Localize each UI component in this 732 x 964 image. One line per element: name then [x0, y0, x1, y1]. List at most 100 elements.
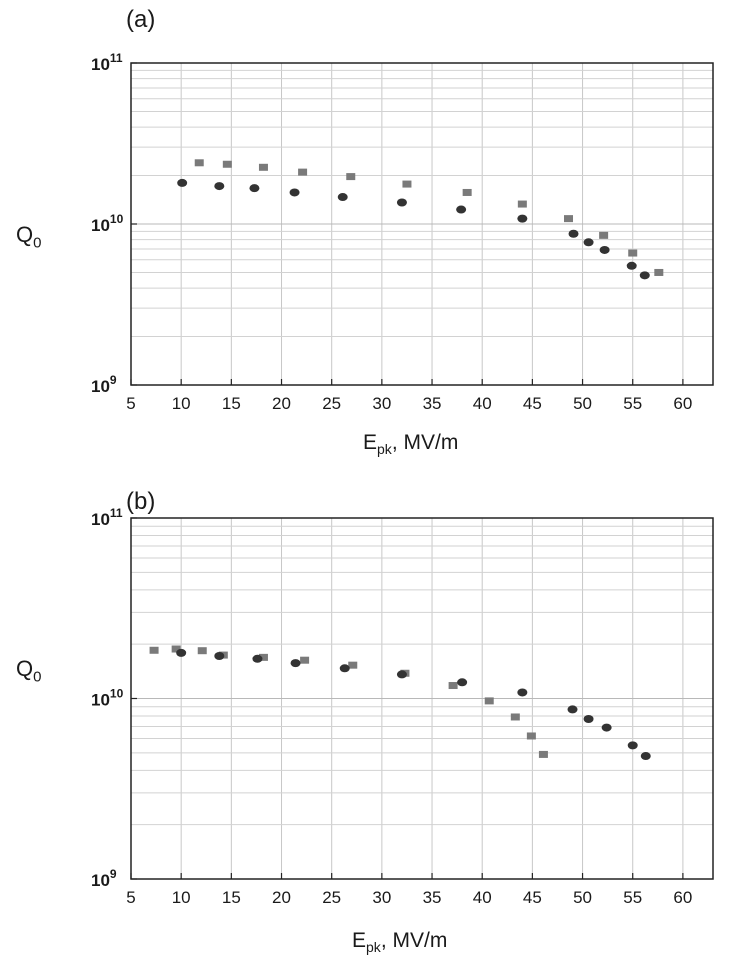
x-tick-label: 30 — [372, 888, 391, 907]
x-axis-label: Epk, MV/m — [363, 431, 458, 457]
plot-area: 5 10 15 20 25 30 35 40 45 50 55 60 109 1010 1011 — [91, 51, 714, 413]
data-point-square — [564, 215, 574, 223]
grid — [130, 518, 713, 879]
data-point-square — [510, 713, 520, 721]
x-tick-label: 5 — [126, 888, 135, 907]
x-tick-label: 10 — [172, 394, 191, 413]
data-point-circle — [289, 188, 300, 197]
data-point-circle — [396, 670, 407, 679]
x-tick-label: 40 — [473, 888, 492, 907]
x-tick-label: 55 — [623, 394, 642, 413]
x-tick-label: 45 — [523, 394, 542, 413]
chart-panel-b: (b) Q0 Epk, MV/m 5 10 15 20 25 30 35 40 45 50 55 60… — [0, 482, 732, 964]
x-tick-label: 40 — [473, 394, 492, 413]
x-tick-label: 50 — [573, 888, 592, 907]
x-tick-label: 25 — [322, 394, 341, 413]
data-point-circle — [290, 659, 301, 668]
data-point-square — [448, 682, 458, 690]
data-point-circle — [639, 271, 650, 280]
y-tick-label: 109 — [91, 867, 117, 890]
data-point-square — [654, 268, 664, 276]
x-axis-label-sub: pk — [366, 939, 381, 956]
data-point-circle — [249, 184, 260, 193]
x-tick-label: 55 — [623, 888, 642, 907]
data-point-circle — [214, 651, 225, 660]
data-point-circle — [567, 705, 578, 714]
x-tick-label: 20 — [272, 888, 291, 907]
data-point-circle — [601, 723, 612, 732]
data-point-circle — [396, 198, 407, 207]
data-point-circle — [627, 741, 638, 750]
y-tick-label: 109 — [91, 373, 117, 396]
series-circle — [177, 178, 650, 280]
series-circle — [176, 648, 651, 761]
y-axis-label: Q0 — [16, 222, 41, 251]
x-axis-label-suffix: , MV/m — [380, 929, 448, 952]
panel-label: (a) — [126, 6, 156, 33]
y-tick-label: 1011 — [91, 506, 123, 529]
data-point-circle — [517, 688, 528, 697]
series-square — [149, 645, 548, 758]
chart-panel-a: (a) Q0 Epk, MV/m 5 10 15 20 25 30 35 40 45 50 55 60… — [16, 6, 714, 457]
data-point-circle — [177, 178, 188, 187]
y-axis-label-sub: 0 — [33, 234, 42, 252]
x-axis-label-suffix: , MV/m — [391, 431, 459, 454]
x-tick-label: 50 — [573, 394, 592, 413]
x-tick-label: 25 — [322, 888, 341, 907]
x-tick-label: 35 — [423, 888, 442, 907]
data-point-circle — [252, 654, 263, 663]
data-point-circle — [456, 205, 467, 214]
data-point-square — [599, 231, 609, 239]
data-point-square — [149, 646, 159, 654]
data-point-square — [484, 697, 494, 705]
data-point-circle — [583, 714, 594, 723]
y-tick-label: 1011 — [91, 51, 123, 74]
data-point-circle — [457, 678, 468, 687]
data-point-square — [298, 168, 308, 176]
data-point-square — [194, 159, 204, 167]
data-point-square — [462, 188, 472, 196]
data-point-circle — [568, 229, 579, 238]
data-point-square — [171, 645, 181, 653]
data-point-circle — [337, 193, 348, 202]
x-tick-label: 60 — [673, 888, 692, 907]
y-axis-label-main: Q — [16, 222, 34, 247]
x-tick-label: 5 — [126, 394, 135, 413]
data-point-circle — [626, 261, 637, 270]
x-tick-label: 60 — [673, 394, 692, 413]
data-point-square — [197, 647, 207, 655]
data-point-circle — [599, 245, 610, 254]
x-tick-label: 45 — [523, 888, 542, 907]
data-point-square — [258, 163, 268, 171]
data-point-circle — [583, 238, 594, 247]
y-tick-label: 1010 — [91, 687, 124, 710]
x-tick-label: 15 — [222, 394, 241, 413]
data-point-circle — [517, 214, 528, 223]
data-point-square — [300, 656, 310, 664]
data-point-square — [402, 180, 412, 188]
x-tick-label: 35 — [423, 394, 442, 413]
data-point-square — [538, 750, 548, 758]
data-point-square — [628, 249, 638, 257]
x-axis-label-sub: pk — [377, 441, 392, 458]
x-tick-label: 30 — [372, 394, 391, 413]
data-point-square — [258, 653, 268, 661]
plot-area: 5 10 15 20 25 30 35 40 45 50 55 60 109 1010 1011 — [91, 506, 714, 907]
data-point-square — [222, 160, 232, 168]
x-tick-label: 20 — [272, 394, 291, 413]
y-tick-label: 1010 — [91, 212, 124, 235]
data-point-circle — [640, 752, 651, 761]
x-axis-label-main: E — [352, 929, 367, 952]
data-point-circle — [214, 182, 225, 191]
panel-label: (b) — [126, 488, 156, 515]
x-tick-label: 10 — [172, 888, 191, 907]
x-tick-label: 15 — [222, 888, 241, 907]
y-axis-label-main: Q — [16, 656, 34, 681]
data-point-square — [526, 732, 536, 740]
data-point-square — [348, 661, 358, 669]
x-axis-label: Epk, MV/m — [352, 929, 447, 955]
grid — [130, 63, 713, 385]
data-point-square — [346, 173, 356, 181]
data-point-square — [517, 200, 527, 208]
series-square — [194, 159, 664, 276]
